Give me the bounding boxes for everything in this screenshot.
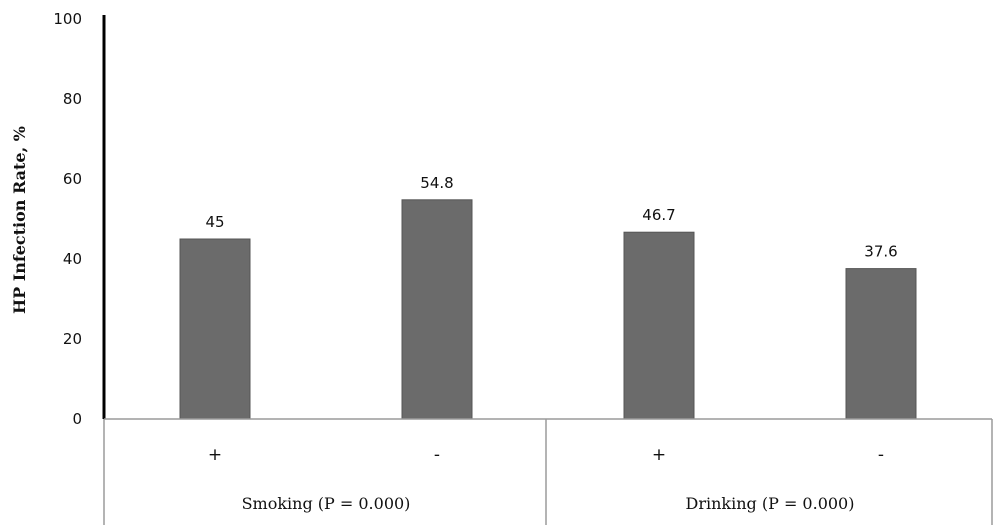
y-tick-label: 40	[63, 250, 82, 268]
group-label: Smoking (P = 0.000)	[242, 494, 411, 513]
category-label: -	[878, 445, 884, 465]
bar-data-label: 45	[205, 213, 224, 231]
bar-data-label: 37.6	[864, 243, 897, 261]
y-tick-label: 60	[63, 170, 82, 188]
data-labels: 45 54.8 46.7 37.6	[205, 174, 897, 261]
category-label: -	[434, 445, 440, 465]
axis-frame	[102, 15, 993, 525]
y-tick-label: 80	[63, 90, 82, 108]
bar-data-label: 46.7	[642, 206, 675, 224]
y-axis-ticks: 0 20 40 60 80 100	[53, 10, 82, 428]
y-tick-label: 0	[72, 410, 82, 428]
y-axis-title: HP Infection Rate, %	[10, 126, 29, 314]
group-label: Drinking (P = 0.000)	[686, 494, 855, 513]
category-label: +	[208, 445, 222, 465]
y-tick-label: 100	[53, 10, 82, 28]
category-labels: + - + -	[208, 445, 884, 465]
category-label: +	[652, 445, 666, 465]
bars	[179, 199, 917, 420]
y-tick-label: 20	[63, 330, 82, 348]
bar	[623, 231, 695, 420]
bar	[401, 199, 473, 420]
group-labels: Smoking (P = 0.000) Drinking (P = 0.000)	[242, 494, 855, 513]
bar-data-label: 54.8	[420, 174, 453, 192]
bar	[179, 238, 251, 420]
bar	[845, 268, 917, 420]
